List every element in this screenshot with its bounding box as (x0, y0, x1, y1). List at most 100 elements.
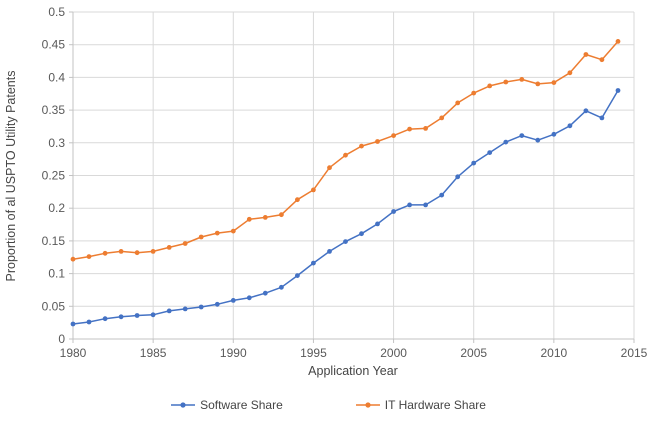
data-point-it-hardware-share (150, 249, 156, 254)
y-tick-label: 0.5 (48, 5, 65, 19)
data-point-software-share (439, 192, 445, 198)
data-point-it-hardware-share (166, 245, 172, 250)
data-point-it-hardware-share (295, 197, 300, 203)
data-point-software-share (246, 295, 252, 301)
data-point-it-hardware-share (535, 81, 541, 87)
x-tick-label: 1980 (60, 346, 87, 360)
data-point-software-share (455, 174, 461, 180)
data-point-software-share (118, 314, 124, 320)
y-tick-label: 0.25 (42, 169, 66, 183)
legend-dot (365, 402, 371, 408)
data-point-software-share (279, 284, 284, 290)
data-point-software-share (359, 231, 364, 237)
data-point-it-hardware-share (455, 100, 461, 106)
data-point-it-hardware-share (311, 187, 316, 193)
data-point-software-share (311, 260, 316, 266)
data-point-software-share (198, 304, 204, 310)
data-point-software-share (327, 249, 332, 254)
data-point-it-hardware-share (551, 80, 557, 85)
data-point-software-share (295, 273, 300, 278)
x-tick-label: 2005 (460, 346, 487, 360)
y-tick-label: 0.2 (48, 201, 65, 215)
data-point-it-hardware-share (567, 70, 573, 76)
data-point-it-hardware-share (230, 228, 236, 234)
y-tick-label: 0.15 (42, 234, 66, 248)
y-tick-label: 0.3 (48, 136, 65, 150)
data-point-it-hardware-share (86, 254, 92, 259)
legend-marker-line-dot-icon (355, 402, 380, 408)
y-tick-label: 0.35 (42, 103, 66, 117)
data-point-software-share (166, 308, 172, 314)
legend-item-it-hardware-share: IT Hardware Share (355, 398, 486, 412)
data-point-it-hardware-share (70, 256, 76, 262)
data-point-it-hardware-share (102, 250, 108, 256)
data-point-software-share (134, 313, 140, 318)
series-line-it-hardware-share (72, 40, 619, 260)
data-point-software-share (551, 131, 557, 137)
y-tick-label: 0.05 (42, 299, 66, 313)
data-point-software-share (407, 202, 412, 208)
data-point-it-hardware-share (615, 39, 621, 44)
data-point-it-hardware-share (262, 215, 268, 220)
data-point-software-share (182, 306, 188, 312)
data-point-it-hardware-share (519, 77, 525, 82)
data-point-software-share (471, 160, 477, 166)
data-point-software-share (583, 108, 589, 114)
data-point-it-hardware-share (375, 139, 380, 144)
data-point-software-share (70, 321, 76, 327)
x-axis-title: Application Year (308, 364, 398, 378)
data-point-software-share (150, 312, 156, 318)
data-point-it-hardware-share (423, 125, 428, 131)
data-point-it-hardware-share (391, 133, 396, 139)
x-tick-label: 1995 (300, 346, 327, 360)
data-point-it-hardware-share (359, 143, 364, 149)
y-tick-label: 0.4 (48, 70, 65, 84)
data-point-it-hardware-share (343, 152, 348, 158)
data-point-software-share (102, 316, 108, 322)
data-point-software-share (262, 290, 268, 296)
data-point-it-hardware-share (134, 250, 140, 256)
y-tick-label: 0.45 (42, 38, 66, 52)
x-tick-label: 2010 (541, 346, 568, 360)
data-point-it-hardware-share (487, 83, 493, 89)
data-point-it-hardware-share (327, 165, 332, 171)
legend-label: Software Share (200, 398, 283, 412)
data-point-software-share (214, 301, 220, 307)
data-point-software-share (535, 137, 541, 143)
y-tick-label: 0 (58, 332, 65, 346)
plot-area: 0 0.05 0.1 0.15 0.2 0.25 0.3 0.35 0.4 0.45 0.5 1980… (42, 5, 648, 360)
data-point-software-share (503, 139, 509, 145)
legend-item-software-share: Software Share (170, 398, 283, 412)
data-point-software-share (391, 209, 396, 214)
data-point-software-share (343, 239, 348, 245)
legend-marker-line-dot-icon (171, 402, 196, 408)
data-point-software-share (86, 319, 92, 325)
data-point-it-hardware-share (118, 249, 124, 254)
legend: Software Share IT Hardware Share (0, 398, 656, 412)
data-point-it-hardware-share (439, 115, 445, 121)
data-point-software-share (567, 123, 573, 129)
y-tick-label: 0.1 (48, 267, 65, 281)
x-tick-label: 1985 (140, 346, 167, 360)
data-point-it-hardware-share (198, 234, 204, 240)
x-tick-label: 2015 (621, 346, 648, 360)
data-point-it-hardware-share (407, 126, 412, 132)
data-point-it-hardware-share (599, 57, 605, 63)
data-point-software-share (599, 115, 605, 121)
data-point-it-hardware-share (471, 90, 477, 96)
data-point-it-hardware-share (182, 241, 188, 246)
x-tick-label: 2000 (380, 346, 407, 360)
data-point-it-hardware-share (503, 79, 509, 85)
legend-label: IT Hardware Share (384, 398, 486, 412)
data-point-software-share (375, 221, 380, 227)
data-point-software-share (519, 133, 525, 139)
x-tick-label: 1990 (220, 346, 247, 360)
data-point-it-hardware-share (583, 52, 589, 57)
series-line-software-share (72, 90, 619, 325)
data-point-it-hardware-share (279, 212, 284, 218)
data-point-software-share (615, 88, 621, 93)
data-point-software-share (423, 202, 428, 208)
data-point-it-hardware-share (214, 230, 220, 236)
legend-dot (180, 402, 186, 408)
